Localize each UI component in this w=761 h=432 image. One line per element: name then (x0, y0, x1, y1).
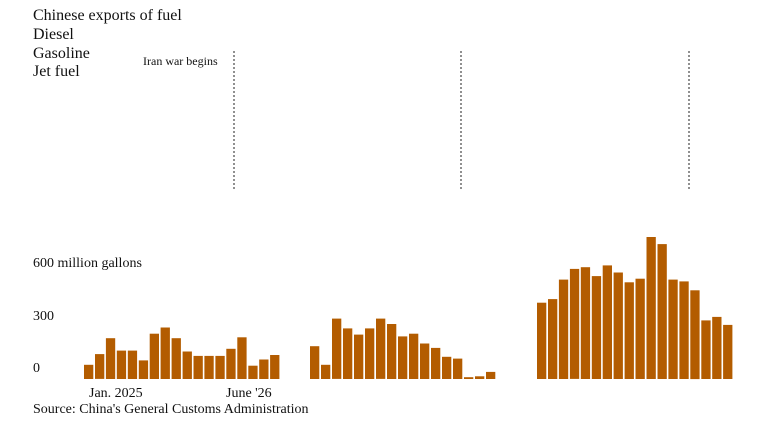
source-note: Source: China's General Customs Administ… (33, 402, 309, 417)
bar-gasoline-5 (365, 328, 375, 379)
bar-diesel-5 (138, 360, 149, 379)
bar-diesel-1 (95, 354, 105, 379)
bar-diesel-8 (171, 338, 181, 379)
series-label-diesel: Diesel (33, 26, 74, 43)
bar-diesel-15 (248, 365, 258, 379)
bar-jet-fuel-10 (646, 237, 656, 379)
bar-diesel-6 (149, 333, 159, 379)
bar-jet-fuel-16 (712, 316, 722, 379)
series-label-jet-fuel: Jet fuel (33, 63, 80, 80)
bar-diesel-11 (204, 355, 214, 379)
bar-jet-fuel-14 (690, 290, 700, 380)
bar-jet-fuel-2 (558, 279, 569, 379)
bar-diesel-14 (237, 337, 247, 379)
bar-jet-fuel-1 (548, 299, 558, 379)
x-tick-label-jan-2025: Jan. 2025 (89, 386, 143, 401)
bar-jet-fuel-17 (723, 324, 733, 379)
bar-gasoline-7 (387, 324, 397, 379)
bar-gasoline-15 (475, 376, 485, 379)
bar-diesel-3 (116, 350, 127, 379)
bar-diesel-4 (127, 350, 138, 379)
bar-jet-fuel-11 (657, 244, 667, 379)
bar-jet-fuel-8 (624, 282, 634, 379)
bar-gasoline-0 (310, 346, 320, 379)
bar-jet-fuel-3 (569, 268, 580, 379)
bar-gasoline-8 (398, 336, 408, 379)
bar-gasoline-9 (409, 333, 419, 379)
series-label-gasoline: Gasoline (33, 45, 90, 62)
bar-diesel-9 (182, 351, 192, 379)
bar-gasoline-11 (431, 347, 441, 379)
x-tick-label-june-26: June '26 (226, 386, 272, 401)
bar-gasoline-12 (442, 356, 452, 379)
bar-jet-fuel-12 (668, 279, 678, 379)
bar-diesel-0 (84, 364, 94, 379)
bar-jet-fuel-0 (537, 302, 547, 379)
y-tick-label-0: 0 (33, 361, 40, 376)
bar-jet-fuel-13 (679, 281, 689, 379)
bar-diesel-10 (193, 355, 203, 379)
bar-gasoline-3 (343, 328, 353, 379)
bar-jet-fuel-9 (635, 278, 645, 379)
bar-jet-fuel-5 (591, 276, 602, 379)
y-tick-label-300: 300 (33, 309, 54, 324)
bar-diesel-7 (160, 327, 170, 379)
y-tick-label-600: 600 million gallons (33, 256, 142, 271)
bar-gasoline-6 (376, 318, 386, 379)
bar-jet-fuel-15 (701, 320, 711, 379)
bar-gasoline-13 (453, 358, 463, 379)
bar-gasoline-4 (354, 334, 364, 379)
bar-gasoline-1 (321, 364, 331, 379)
bar-gasoline-16 (486, 371, 496, 379)
bar-jet-fuel-6 (602, 265, 612, 379)
bar-diesel-13 (226, 348, 236, 379)
bar-diesel-16 (259, 359, 269, 379)
bar-jet-fuel-4 (580, 267, 591, 379)
bar-gasoline-2 (332, 318, 342, 379)
bar-diesel-17 (270, 355, 280, 379)
bar-diesel-12 (215, 355, 225, 379)
annotation-label: Iran war begins (143, 54, 218, 68)
bar-diesel-2 (105, 338, 116, 379)
bar-jet-fuel-7 (613, 272, 623, 379)
chart-title: Chinese exports of fuel (33, 7, 182, 24)
bar-gasoline-14 (464, 377, 474, 379)
bar-gasoline-10 (420, 343, 430, 379)
